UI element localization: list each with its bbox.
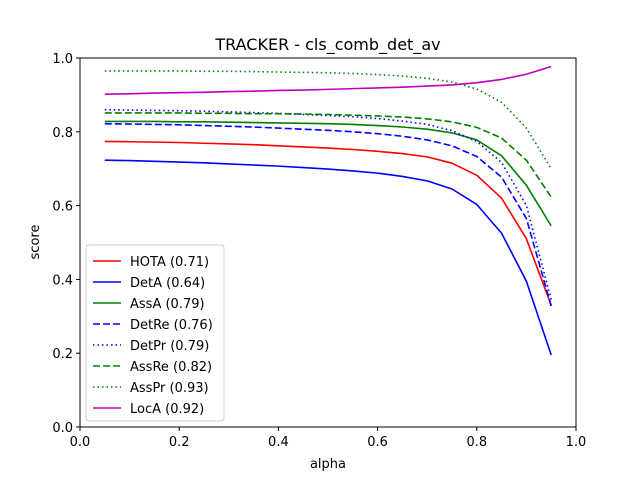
y-axis-label: score [28, 225, 43, 260]
axes-frame [79, 57, 577, 428]
legend-label: HOTA (0.71) [130, 255, 209, 270]
y-tick-label: 0.2 [52, 347, 73, 362]
series-line-2 [104, 120, 552, 227]
y-tick-label: 1.0 [52, 52, 73, 67]
legend-label: LocA (0.92) [130, 402, 204, 417]
legend-label: DetRe (0.76) [130, 318, 213, 333]
series-line-7 [104, 65, 552, 95]
y-tick-label: 0.8 [52, 126, 73, 141]
legend-label: DetPr (0.79) [130, 339, 209, 354]
legend: HOTA (0.71) DetA (0.64) AssA (0.79) DetRe (… [85, 244, 225, 422]
x-tick-label: 0.8 [466, 435, 487, 450]
x-tick-label: 0.0 [70, 435, 91, 450]
x-tick-label: 0.4 [268, 435, 289, 450]
x-tick-label: 1.0 [566, 435, 587, 450]
series-line-3 [104, 122, 552, 307]
legend-box [85, 244, 225, 422]
series-line-0 [104, 140, 552, 306]
legend-label: AssA (0.79) [130, 297, 205, 312]
y-tick-label: 0.4 [52, 273, 73, 288]
legend-label: AssRe (0.82) [130, 360, 212, 375]
x-axis-label: alpha [310, 457, 346, 472]
y-tick-label: 0.0 [52, 421, 73, 436]
y-tick-label: 0.6 [52, 200, 73, 215]
series-line-1 [104, 159, 552, 356]
legend-label: AssPr (0.93) [130, 381, 209, 396]
x-tick-label: 0.6 [367, 435, 388, 450]
series-line-5 [104, 112, 552, 198]
chart-title: TRACKER - cls_comb_det_av [214, 35, 440, 55]
plot-area: 0.0 0.2 0.4 0.6 0.8 1.0 0.0 0.2 0.4 0.6 0.8 1.0 [52, 52, 586, 450]
legend-label: DetA (0.64) [130, 276, 205, 291]
x-tick-label: 0.2 [169, 435, 190, 450]
